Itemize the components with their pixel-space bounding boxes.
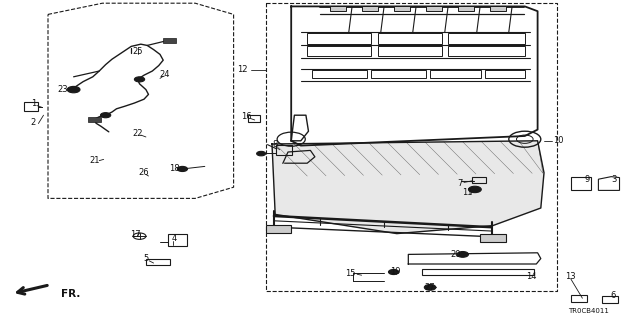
Circle shape [457,252,468,257]
Bar [371,70,426,78]
Bar [448,46,525,56]
Text: 12: 12 [237,65,247,74]
Text: 27: 27 [425,284,435,292]
Bar [485,70,525,78]
Bar [448,33,525,44]
Text: 1: 1 [31,99,36,108]
Bar [378,33,442,44]
Text: 15: 15 [346,269,356,278]
Text: 4: 4 [172,234,177,243]
Text: 24: 24 [160,70,170,79]
Bar [163,38,176,43]
Text: 8: 8 [273,140,278,149]
Bar [490,6,506,11]
Circle shape [100,113,111,118]
Bar [276,145,292,155]
Circle shape [257,151,266,156]
Bar [307,46,371,56]
Bar [312,70,367,78]
Text: 16: 16 [241,112,252,121]
Text: FR.: FR. [61,289,80,299]
Text: 18: 18 [169,164,179,173]
Text: 17: 17 [131,230,141,239]
Text: 25: 25 [132,47,143,56]
Bar [458,6,474,11]
Bar [362,6,378,11]
Text: TR0CB4011: TR0CB4011 [568,308,609,314]
Bar [426,6,442,11]
Bar [330,6,346,11]
Bar [472,177,486,183]
Text: 19: 19 [390,268,401,276]
Text: 3: 3 [612,175,617,184]
Text: 5: 5 [143,254,148,263]
Text: 22: 22 [132,129,143,138]
Bar [24,102,38,111]
Bar [88,117,101,122]
Text: 20: 20 [451,250,461,259]
Text: 13: 13 [566,272,576,281]
Bar [307,33,371,44]
Text: 11: 11 [462,188,472,197]
Bar [266,225,291,233]
Bar [480,234,506,242]
Bar [430,70,481,78]
Bar [168,234,187,246]
Bar [602,296,618,303]
Circle shape [388,269,399,275]
Circle shape [67,86,80,93]
Text: 23: 23 [58,85,68,94]
Text: 21: 21 [90,156,100,164]
Text: 7: 7 [457,179,462,188]
Text: 26: 26 [139,168,149,177]
Text: 6: 6 [611,292,616,300]
Circle shape [134,77,145,82]
Bar [378,46,442,56]
Bar [422,269,534,275]
Bar [394,6,410,11]
Text: 2: 2 [31,118,36,127]
Bar [571,177,591,190]
Circle shape [177,166,188,172]
Polygon shape [272,141,544,234]
Text: 14: 14 [526,272,536,281]
Bar [571,295,587,302]
Text: 9: 9 [585,175,590,184]
Text: 10: 10 [553,136,563,145]
Circle shape [468,186,481,193]
Bar [146,259,170,265]
Circle shape [424,284,436,290]
Bar [248,115,260,122]
